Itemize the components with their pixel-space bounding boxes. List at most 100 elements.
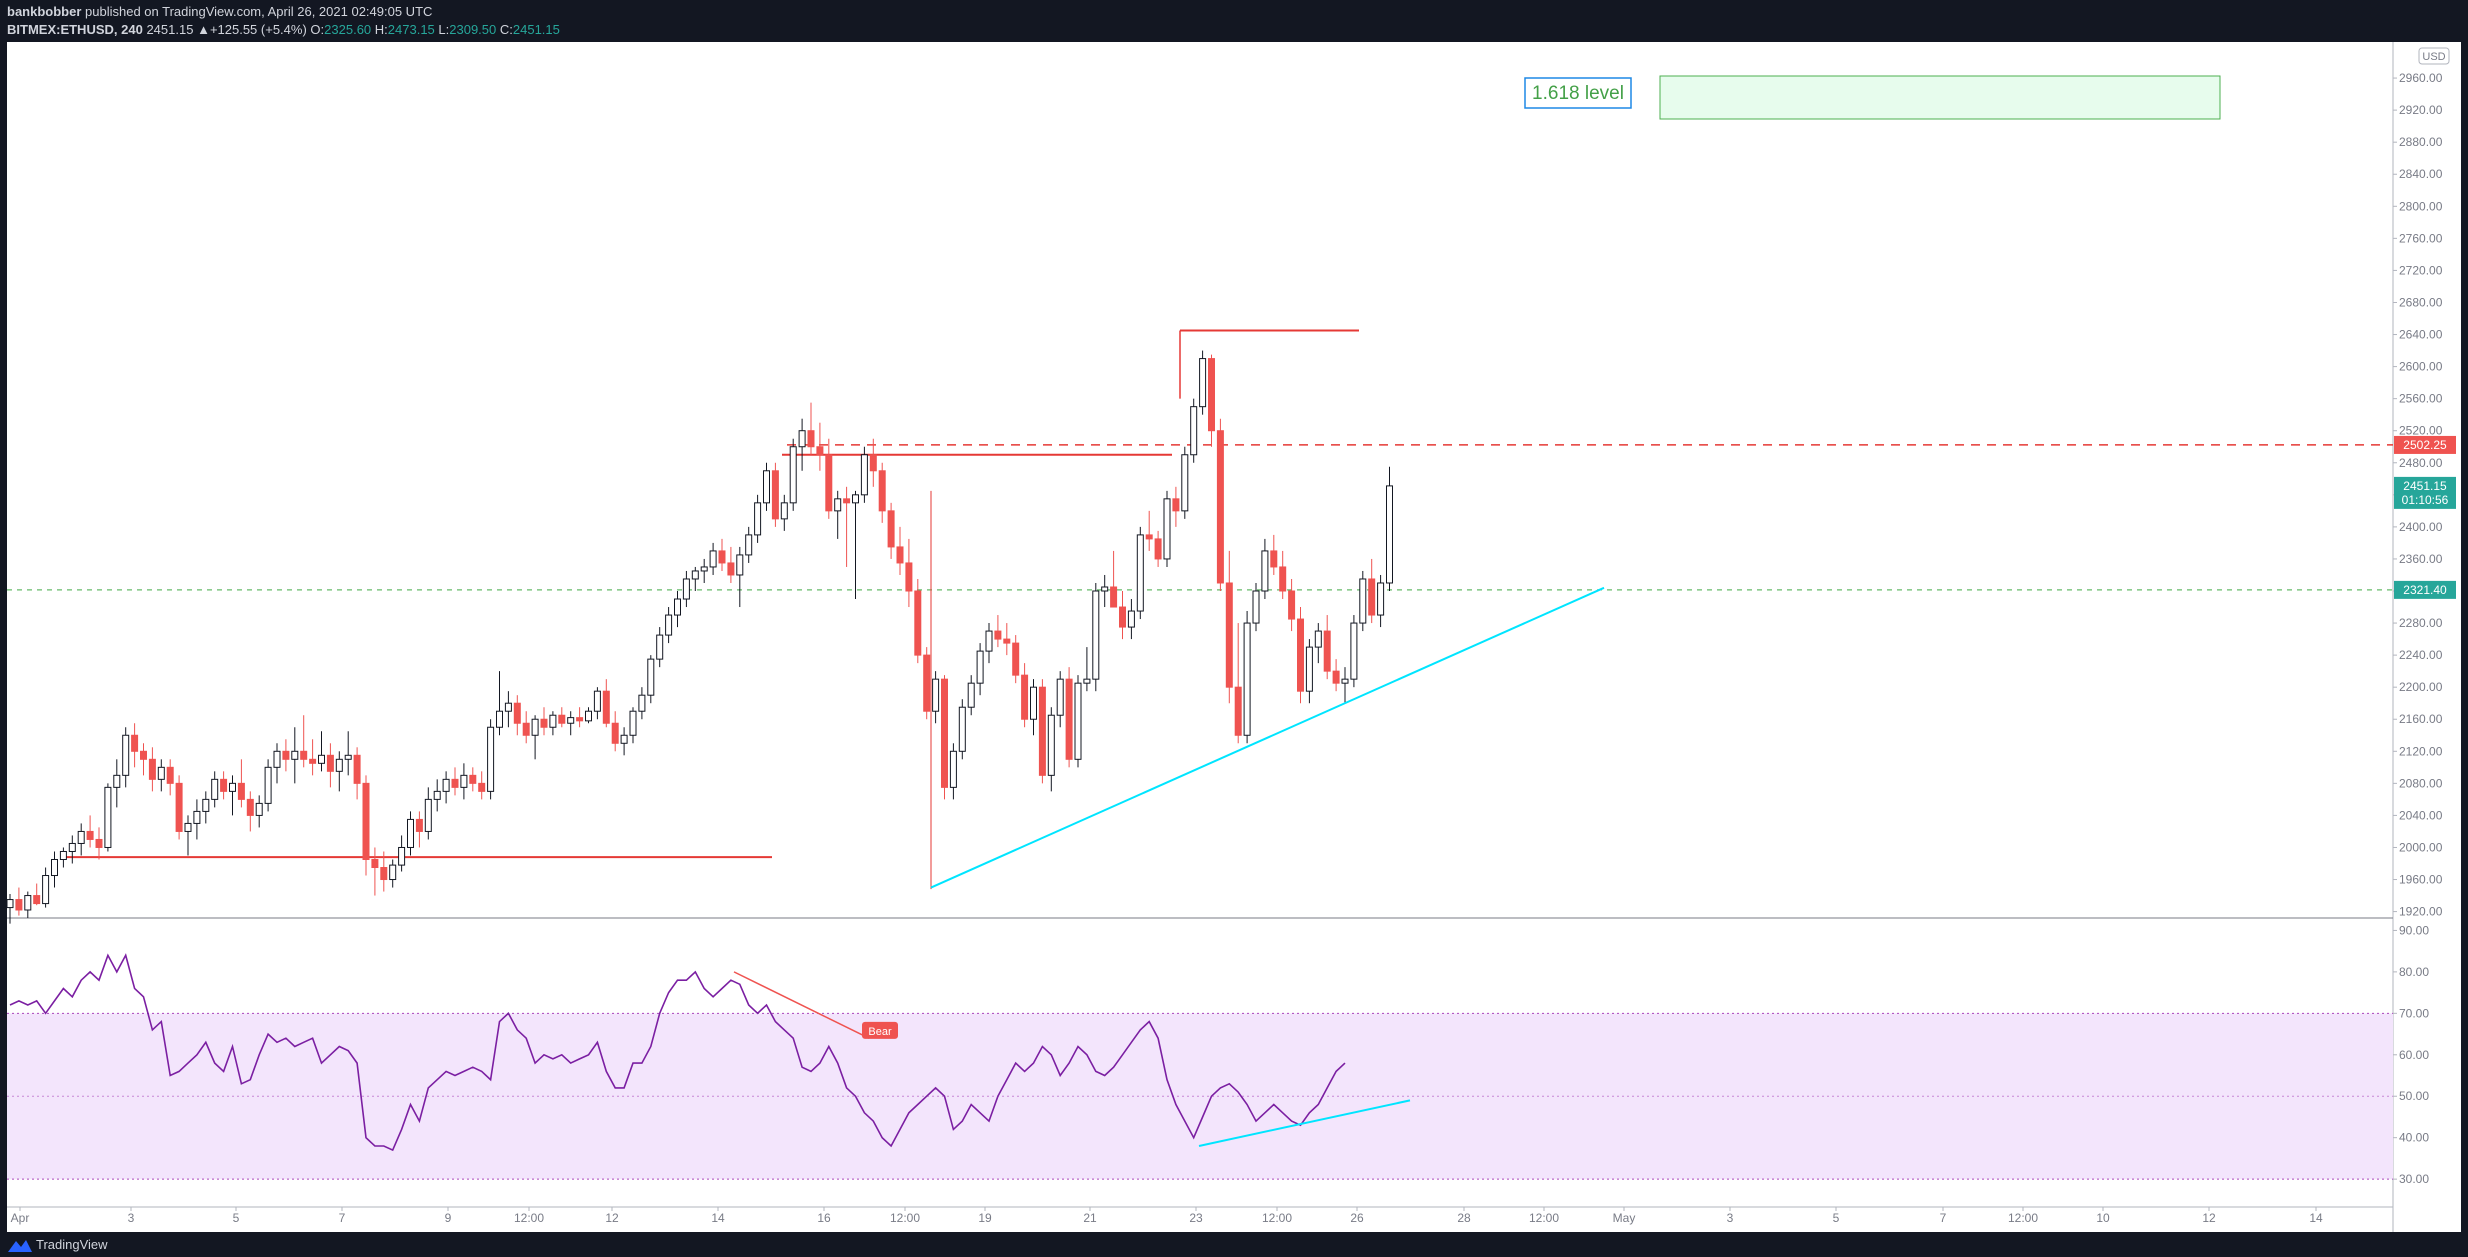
candle-body[interactable]: [1234, 686, 1242, 736]
candle-body[interactable]: [1314, 630, 1322, 648]
candle-body[interactable]: [86, 830, 94, 840]
candle-body[interactable]: [42, 875, 50, 905]
candle-body[interactable]: [513, 702, 521, 724]
candle-body[interactable]: [291, 750, 299, 760]
candle-body[interactable]: [104, 786, 112, 848]
candle-body[interactable]: [718, 550, 726, 564]
candle-body[interactable]: [1110, 586, 1118, 608]
candle-body[interactable]: [745, 534, 753, 556]
candle-body[interactable]: [148, 758, 156, 780]
candle-body[interactable]: [967, 682, 975, 708]
candle-body[interactable]: [478, 782, 486, 792]
rsi-line[interactable]: [9, 953, 1346, 1152]
candle-body[interactable]: [1038, 686, 1046, 776]
currency-label[interactable]: USD: [2422, 51, 2445, 63]
candle-body[interactable]: [958, 706, 966, 752]
candle-body[interactable]: [576, 717, 584, 722]
candle-body[interactable]: [1279, 566, 1287, 592]
candle-body[interactable]: [1047, 714, 1055, 776]
candle-body[interactable]: [1386, 485, 1393, 584]
ascending-trendline[interactable]: [930, 586, 1605, 889]
candle-body[interactable]: [1270, 550, 1278, 568]
candle-body[interactable]: [318, 754, 325, 764]
candle-body[interactable]: [344, 754, 352, 760]
candle-body[interactable]: [1243, 622, 1251, 736]
candle-body[interactable]: [531, 718, 539, 736]
candle-body[interactable]: [1172, 498, 1180, 512]
candle-body[interactable]: [398, 846, 406, 866]
candle-body[interactable]: [380, 867, 388, 881]
candle-body[interactable]: [807, 430, 815, 448]
publisher-name[interactable]: bankbobber: [7, 4, 82, 19]
fib-label-box[interactable]: [1524, 77, 1632, 109]
candle-body[interactable]: [638, 694, 646, 712]
candle-body[interactable]: [1190, 406, 1198, 456]
candle-body[interactable]: [727, 562, 735, 576]
candle-body[interactable]: [1216, 430, 1224, 584]
candle-body[interactable]: [273, 750, 281, 768]
candle-body[interactable]: [1305, 646, 1313, 692]
candle-body[interactable]: [585, 710, 592, 722]
candle-body[interactable]: [95, 838, 103, 848]
candle-body[interactable]: [460, 774, 468, 788]
candle-body[interactable]: [949, 750, 957, 788]
candle-body[interactable]: [887, 510, 895, 548]
candle-body[interactable]: [237, 782, 245, 800]
candle-body[interactable]: [549, 714, 557, 728]
candle-body[interactable]: [1003, 638, 1011, 644]
candle-body[interactable]: [860, 454, 868, 496]
candle-body[interactable]: [754, 502, 762, 536]
candle-body[interactable]: [33, 895, 41, 905]
candle-body[interactable]: [15, 899, 23, 911]
candle-body[interactable]: [1092, 590, 1100, 680]
candle-body[interactable]: [1359, 578, 1367, 624]
candle-body[interactable]: [985, 630, 993, 652]
candle-body[interactable]: [798, 430, 806, 448]
candle-body[interactable]: [433, 790, 441, 800]
candle-body[interactable]: [691, 570, 699, 580]
candle-body[interactable]: [923, 654, 931, 712]
currency-badge[interactable]: [2418, 47, 2450, 65]
candle-body[interactable]: [1323, 630, 1331, 672]
candle-body[interactable]: [540, 718, 548, 728]
candle-body[interactable]: [184, 822, 192, 832]
bear-label-bg[interactable]: [862, 1021, 898, 1039]
candle-body[interactable]: [335, 758, 343, 772]
candle-body[interactable]: [211, 778, 219, 800]
fib-target-box[interactable]: [1659, 75, 2221, 120]
candle-body[interactable]: [932, 678, 940, 712]
candle-body[interactable]: [682, 578, 690, 600]
candle-body[interactable]: [309, 758, 317, 764]
candle-body[interactable]: [282, 750, 290, 760]
chart-area[interactable]: 2960.00 2920.00 2880.00 2840.00 2800.00 2760.…: [7, 42, 2461, 1232]
candle-body[interactable]: [113, 774, 121, 788]
candle-body[interactable]: [994, 630, 1002, 640]
candle-body[interactable]: [255, 802, 263, 816]
candle-body[interactable]: [816, 446, 824, 456]
candle-body[interactable]: [1368, 578, 1376, 616]
candle-body[interactable]: [220, 778, 228, 792]
candle-body[interactable]: [59, 850, 67, 860]
candle-body[interactable]: [51, 858, 58, 877]
tradingview-brand[interactable]: TradingView: [36, 1237, 108, 1252]
candle-body[interactable]: [1252, 590, 1260, 624]
candle-body[interactable]: [567, 717, 575, 724]
candle-body[interactable]: [1332, 670, 1340, 684]
candle-body[interactable]: [1021, 674, 1029, 720]
candle-body[interactable]: [1288, 590, 1296, 620]
candle-body[interactable]: [593, 690, 601, 712]
candle-body[interactable]: [362, 782, 370, 860]
candle-body[interactable]: [1101, 586, 1109, 592]
candle-body[interactable]: [941, 678, 948, 788]
candle-body[interactable]: [665, 614, 673, 636]
candle-body[interactable]: [140, 750, 147, 760]
candle-body[interactable]: [407, 818, 414, 848]
candle-body[interactable]: [700, 566, 708, 572]
candle-body[interactable]: [834, 498, 842, 512]
candle-body[interactable]: [157, 766, 165, 780]
candle-body[interactable]: [1297, 618, 1304, 692]
candle-body[interactable]: [496, 710, 503, 728]
candle-body[interactable]: [1350, 622, 1358, 680]
candle-body[interactable]: [709, 550, 717, 568]
candle-body[interactable]: [1083, 678, 1091, 684]
